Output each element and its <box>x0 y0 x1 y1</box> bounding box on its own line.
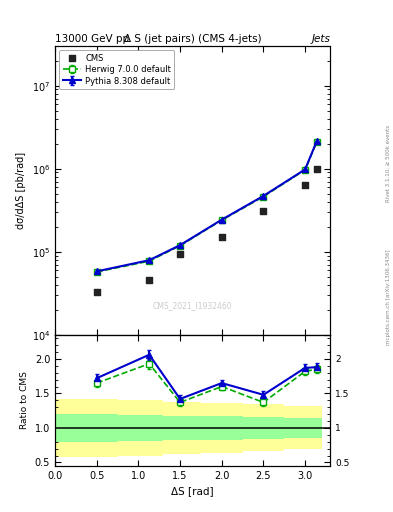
Text: CMS_2021_I1932460: CMS_2021_I1932460 <box>153 302 232 310</box>
CMS <box>94 288 100 296</box>
Y-axis label: Ratio to CMS: Ratio to CMS <box>20 371 29 429</box>
Legend: CMS, Herwig 7.0.0 default, Pythia 8.308 default: CMS, Herwig 7.0.0 default, Pythia 8.308 … <box>59 50 174 89</box>
Text: Jets: Jets <box>311 33 330 44</box>
CMS <box>260 207 266 215</box>
Text: 13000 GeV pp: 13000 GeV pp <box>55 33 129 44</box>
Title: Δ S (jet pairs) (CMS 4-jets): Δ S (jet pairs) (CMS 4-jets) <box>124 34 261 44</box>
CMS <box>314 164 320 173</box>
Text: mcplots.cern.ch [arXiv:1306.3436]: mcplots.cern.ch [arXiv:1306.3436] <box>386 249 391 345</box>
CMS <box>146 276 152 285</box>
CMS <box>177 250 183 259</box>
CMS <box>219 233 225 241</box>
X-axis label: ΔS [rad]: ΔS [rad] <box>171 486 214 496</box>
Text: Rivet 3.1.10, ≥ 500k events: Rivet 3.1.10, ≥ 500k events <box>386 125 391 202</box>
Y-axis label: dσ/dΔS [pb/rad]: dσ/dΔS [pb/rad] <box>16 152 26 229</box>
CMS <box>302 181 308 189</box>
